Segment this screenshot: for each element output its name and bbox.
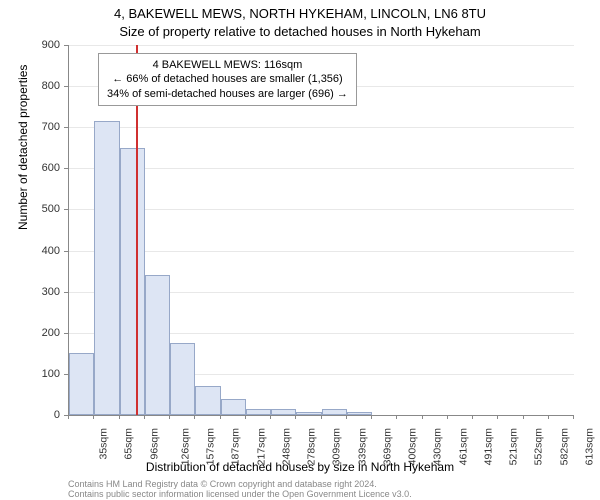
- gridline: [69, 251, 574, 252]
- xtick-mark: [68, 415, 69, 419]
- xtick-label: 552sqm: [533, 428, 545, 465]
- xtick-label: 309sqm: [331, 428, 343, 465]
- xtick-label: 582sqm: [558, 428, 570, 465]
- xtick-mark: [119, 415, 120, 419]
- ytick-label: 600: [30, 162, 60, 174]
- xtick-mark: [523, 415, 524, 419]
- xtick-mark: [295, 415, 296, 419]
- chart-title-line2: Size of property relative to detached ho…: [0, 24, 600, 39]
- xtick-mark: [194, 415, 195, 419]
- annotation-line2: ← 66% of detached houses are smaller (1,…: [107, 72, 348, 86]
- histogram-bar: [347, 412, 372, 415]
- xtick-label: 35sqm: [98, 428, 110, 460]
- chart-title-line1: 4, BAKEWELL MEWS, NORTH HYKEHAM, LINCOLN…: [0, 6, 600, 21]
- ytick-mark: [64, 292, 68, 293]
- xtick-label: 461sqm: [457, 428, 469, 465]
- xtick-label: 187sqm: [230, 428, 242, 465]
- histogram-bar: [94, 121, 119, 415]
- xtick-label: 430sqm: [432, 428, 444, 465]
- ytick-label: 200: [30, 327, 60, 339]
- ytick-label: 900: [30, 39, 60, 51]
- xtick-label: 491sqm: [482, 428, 494, 465]
- ytick-mark: [64, 168, 68, 169]
- xtick-mark: [422, 415, 423, 419]
- xtick-label: 157sqm: [204, 428, 216, 465]
- xtick-label: 339sqm: [356, 428, 368, 465]
- gridline: [69, 168, 574, 169]
- gridline: [69, 45, 574, 46]
- histogram-bar: [69, 353, 94, 415]
- histogram-bar: [170, 343, 195, 415]
- xtick-mark: [321, 415, 322, 419]
- attribution-line2: Contains public sector information licen…: [68, 490, 412, 500]
- histogram-bar: [271, 409, 296, 415]
- xtick-mark: [346, 415, 347, 419]
- xtick-mark: [472, 415, 473, 419]
- xtick-mark: [270, 415, 271, 419]
- xtick-mark: [169, 415, 170, 419]
- xtick-mark: [548, 415, 549, 419]
- ytick-label: 100: [30, 368, 60, 380]
- histogram-chart: 4, BAKEWELL MEWS, NORTH HYKEHAM, LINCOLN…: [0, 0, 600, 500]
- ytick-label: 800: [30, 80, 60, 92]
- xtick-mark: [396, 415, 397, 419]
- attribution-text: Contains HM Land Registry data © Crown c…: [68, 480, 412, 500]
- xtick-label: 521sqm: [507, 428, 519, 465]
- annotation-line1: 4 BAKEWELL MEWS: 116sqm: [107, 58, 348, 72]
- ytick-label: 500: [30, 203, 60, 215]
- xtick-label: 217sqm: [255, 428, 267, 465]
- xtick-mark: [497, 415, 498, 419]
- xtick-label: 278sqm: [305, 428, 317, 465]
- ytick-mark: [64, 251, 68, 252]
- xtick-label: 65sqm: [123, 428, 135, 460]
- histogram-bar: [246, 409, 271, 415]
- ytick-mark: [64, 333, 68, 334]
- gridline: [69, 209, 574, 210]
- ytick-mark: [64, 45, 68, 46]
- annotation-line3: 34% of semi-detached houses are larger (…: [107, 87, 348, 101]
- ytick-label: 400: [30, 245, 60, 257]
- histogram-bar: [296, 412, 321, 415]
- xtick-mark: [220, 415, 221, 419]
- ytick-mark: [64, 209, 68, 210]
- xtick-mark: [447, 415, 448, 419]
- xtick-mark: [371, 415, 372, 419]
- ytick-mark: [64, 374, 68, 375]
- annotation-box: 4 BAKEWELL MEWS: 116sqm← 66% of detached…: [98, 53, 357, 106]
- histogram-bar: [145, 275, 170, 415]
- xtick-mark: [144, 415, 145, 419]
- xtick-label: 126sqm: [179, 428, 191, 465]
- histogram-bar: [322, 409, 347, 415]
- xtick-label: 400sqm: [406, 428, 418, 465]
- histogram-bar: [195, 386, 220, 415]
- ytick-label: 700: [30, 121, 60, 133]
- xtick-mark: [573, 415, 574, 419]
- xtick-mark: [93, 415, 94, 419]
- xtick-label: 96sqm: [148, 428, 160, 460]
- xtick-label: 613sqm: [583, 428, 595, 465]
- ytick-label: 0: [30, 409, 60, 421]
- ytick-label: 300: [30, 286, 60, 298]
- xtick-label: 369sqm: [381, 428, 393, 465]
- ytick-mark: [64, 86, 68, 87]
- ytick-mark: [64, 127, 68, 128]
- histogram-bar: [120, 148, 145, 415]
- y-axis-label: Number of detached properties: [16, 65, 30, 230]
- histogram-bar: [221, 399, 246, 415]
- gridline: [69, 127, 574, 128]
- xtick-mark: [245, 415, 246, 419]
- xtick-label: 248sqm: [280, 428, 292, 465]
